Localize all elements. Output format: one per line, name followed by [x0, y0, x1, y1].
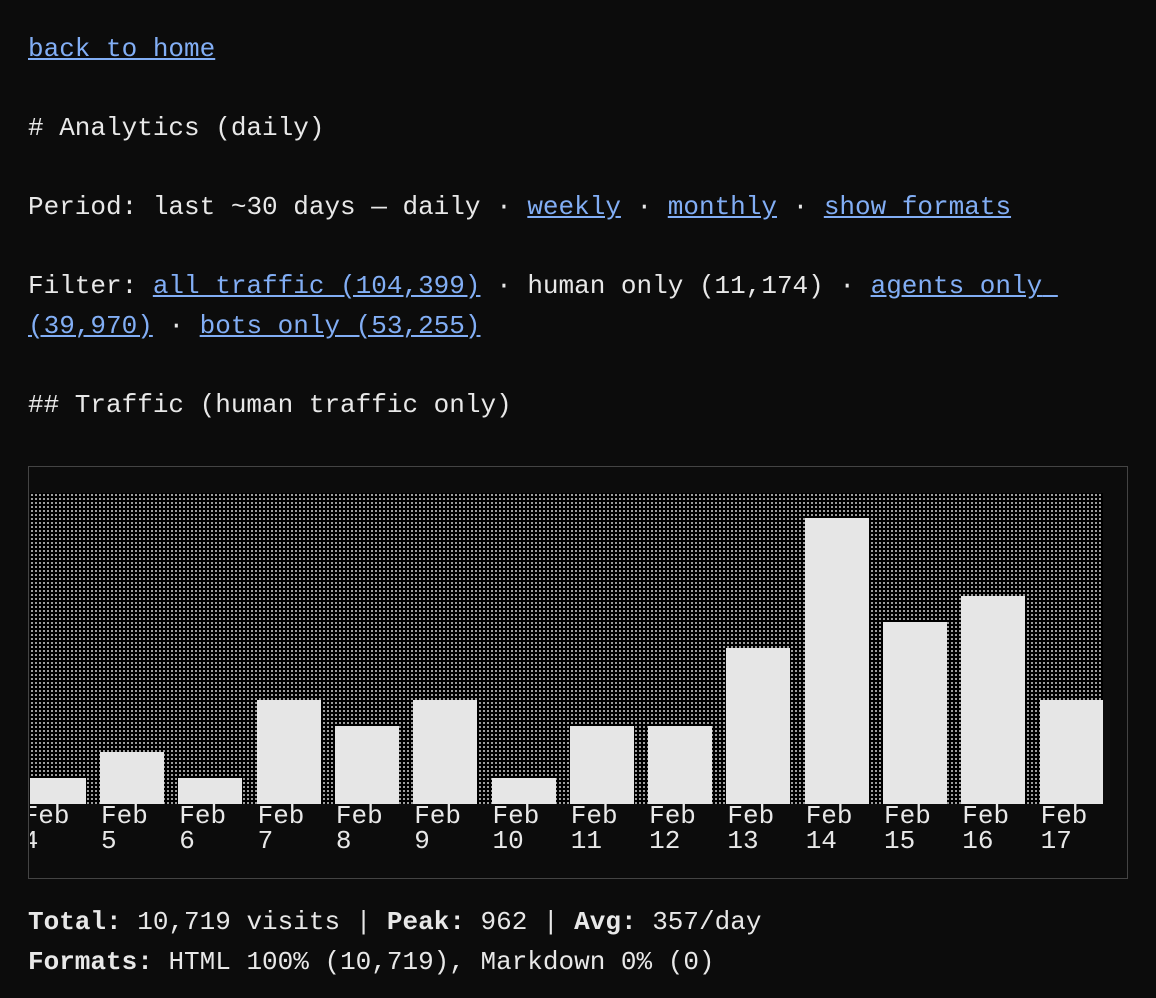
- bar: [804, 517, 869, 804]
- x-tick-label: Feb 10: [492, 801, 540, 856]
- period-link[interactable]: weekly: [527, 192, 621, 222]
- bar: [256, 699, 321, 804]
- chart-clip: Feb 4 Feb 5 Feb 6 Feb 7 Feb 8 Feb 9 Feb 10 Feb …: [30, 493, 1103, 863]
- separator: ·: [168, 310, 185, 341]
- period-line: Period: last ~30 days — daily · weekly ·…: [28, 188, 1128, 228]
- x-tick-label: Feb 14: [805, 801, 853, 856]
- stats-line: Total: 10,719 visits | Peak: 962 | Avg: …: [28, 903, 1128, 943]
- bar: [726, 647, 791, 804]
- formats-value: HTML 100% (10,719), Markdown 0% (0): [168, 946, 715, 977]
- filter-link[interactable]: bots only (53,255): [199, 310, 481, 341]
- separator: ·: [839, 271, 855, 301]
- stat-label: Total:: [28, 907, 122, 937]
- heading: # Analytics (daily): [28, 113, 325, 143]
- filter-current: human only (11,174): [527, 271, 824, 301]
- bar: [413, 699, 478, 804]
- x-tick-label: Feb 11: [570, 801, 618, 856]
- bar: [648, 726, 713, 804]
- filter-link[interactable]: agents only (39,970): [28, 271, 1058, 341]
- stat-label: Peak:: [386, 907, 465, 937]
- separator: ·: [636, 192, 653, 222]
- stat-label: Avg:: [574, 907, 637, 937]
- x-tick-label: Feb 6: [179, 801, 227, 856]
- period-link[interactable]: monthly: [667, 192, 777, 222]
- x-tick-label: Feb 17: [1040, 801, 1088, 856]
- filter-link[interactable]: all traffic (104,399): [152, 271, 481, 301]
- x-tick-label: Feb 7: [257, 801, 305, 856]
- bar: [334, 726, 399, 804]
- x-tick-label: Feb 8: [335, 801, 383, 856]
- x-tick-label: Feb 9: [414, 801, 461, 856]
- separator: ·: [792, 192, 809, 222]
- period-link[interactable]: show formats: [823, 192, 1012, 222]
- x-tick-label: Feb 5: [101, 801, 148, 856]
- filter-line: Filter: all traffic (104,399) · human on…: [28, 267, 1128, 346]
- x-tick-label: Feb 15: [884, 801, 931, 856]
- x-tick-label: Feb 16: [962, 801, 1010, 856]
- x-tick-label: Feb 4: [30, 801, 70, 856]
- bar: [569, 726, 634, 804]
- chart-box: Feb 4 Feb 5 Feb 6 Feb 7 Feb 8 Feb 9 Feb 10 Feb …: [28, 466, 1128, 879]
- bar: [100, 751, 164, 804]
- x-tick-label: Feb 12: [649, 801, 696, 856]
- period-label: Period:: [28, 192, 138, 222]
- formats-label: Formats:: [28, 946, 153, 977]
- x-tick-label: Feb 13: [727, 801, 775, 856]
- section-heading: ## Traffic (human traffic only): [28, 389, 512, 420]
- separator: ·: [496, 271, 512, 301]
- separator: ·: [496, 192, 512, 222]
- bar: [1039, 699, 1103, 804]
- separator: |: [542, 907, 559, 937]
- formats-line: Formats: HTML 100% (10,719), Markdown 0%…: [28, 943, 1128, 983]
- stat-value: 10,719 visits: [137, 907, 341, 937]
- separator: |: [355, 907, 372, 937]
- stat-value: 357/day: [652, 907, 762, 937]
- stat-value: 962: [480, 907, 528, 937]
- bar: [491, 778, 556, 804]
- back-link[interactable]: back to home: [28, 34, 216, 64]
- bar: [30, 778, 86, 804]
- bar: [178, 778, 243, 804]
- period-current: last ~30 days — daily: [152, 192, 481, 222]
- bar: [961, 595, 1026, 804]
- filter-label: Filter:: [28, 271, 138, 301]
- bar: [883, 622, 947, 804]
- nav-line: back to home: [28, 30, 1128, 70]
